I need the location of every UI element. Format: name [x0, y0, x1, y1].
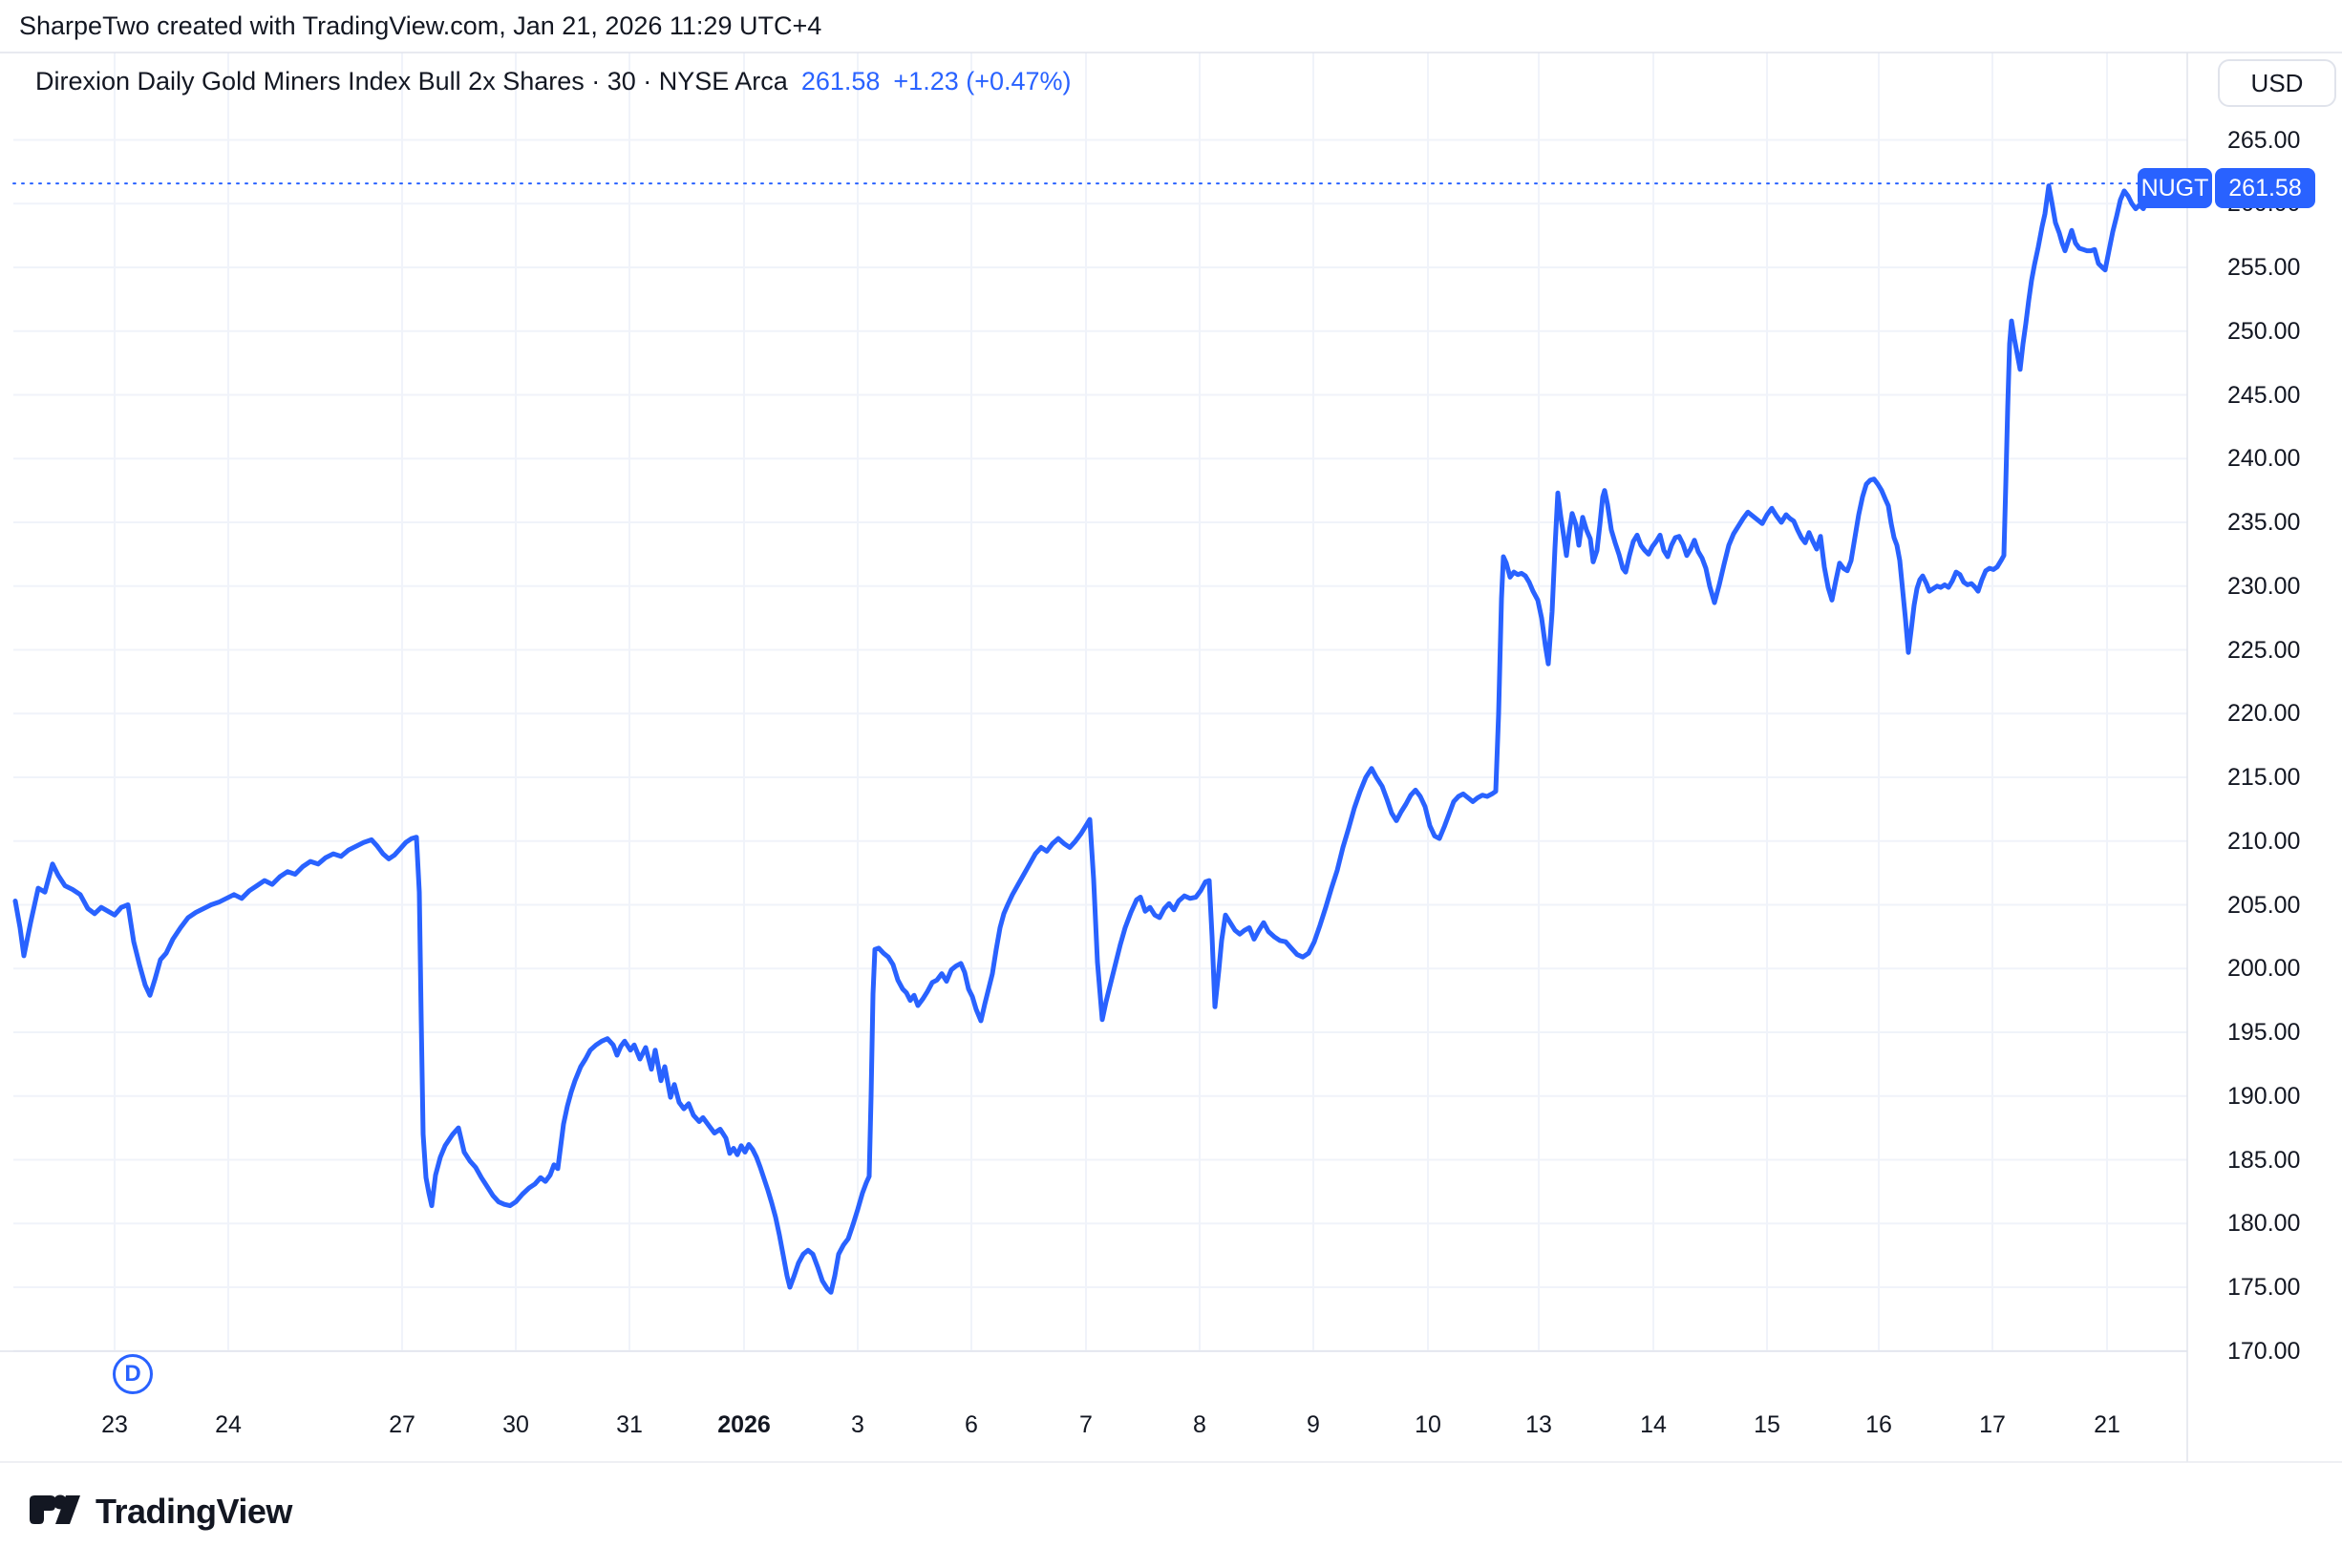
price-axis-label: 230.00 [2227, 572, 2301, 600]
price-axis-label: 225.00 [2227, 636, 2301, 664]
time-axis-label: 30 [502, 1411, 529, 1438]
time-axis-label: 23 [101, 1411, 128, 1438]
time-axis-label: 2026 [717, 1411, 771, 1438]
time-axis-label: 7 [1079, 1411, 1093, 1438]
time-axis-label: 8 [1193, 1411, 1206, 1438]
time-axis-label: 3 [851, 1411, 864, 1438]
price-axis-label: 235.00 [2227, 509, 2301, 536]
price-axis-label: 170.00 [2227, 1337, 2301, 1365]
tradingview-logo-icon [29, 1494, 82, 1530]
price-axis-label: 240.00 [2227, 445, 2301, 473]
currency-button[interactable]: USD [2218, 59, 2336, 107]
price-axis-label: 180.00 [2227, 1210, 2301, 1238]
price-axis-label: 220.00 [2227, 700, 2301, 728]
price-axis-label: 185.00 [2227, 1146, 2301, 1174]
price-axis-label: 200.00 [2227, 955, 2301, 983]
price-axis-label: 255.00 [2227, 254, 2301, 281]
price-axis-label: 190.00 [2227, 1082, 2301, 1110]
interval-button[interactable]: D [113, 1354, 153, 1394]
price-axis-label: 175.00 [2227, 1274, 2301, 1301]
time-axis-label: 13 [1525, 1411, 1552, 1438]
time-axis-label: 21 [2094, 1411, 2120, 1438]
time-axis-label: 16 [1865, 1411, 1892, 1438]
time-axis-label: 10 [1415, 1411, 1441, 1438]
symbol-price-label-value: 261.58 [2215, 168, 2315, 208]
attribution-text: SharpeTwo created with TradingView.com, … [19, 11, 822, 40]
time-axis-label: 17 [1979, 1411, 2006, 1438]
tradingview-logo[interactable]: TradingView [29, 1492, 292, 1532]
price-change: +1.23 (+0.47%) [893, 67, 1072, 95]
time-axis-label: 27 [389, 1411, 415, 1438]
time-axis-label: 31 [616, 1411, 643, 1438]
price-axis-label: 265.00 [2227, 126, 2301, 154]
price-axis-label: 205.00 [2227, 891, 2301, 919]
price-axis-label: 250.00 [2227, 317, 2301, 345]
symbol-title: Direxion Daily Gold Miners Index Bull 2x… [35, 67, 788, 95]
price-line-series [12, 180, 2163, 1295]
symbol-price-label-ticker: NUGT [2138, 168, 2212, 208]
chart-legend: Direxion Daily Gold Miners Index Bull 2x… [35, 67, 1072, 96]
time-axis-label: 24 [215, 1411, 242, 1438]
price-axis-label: 215.00 [2227, 764, 2301, 791]
last-price: 261.58 [800, 67, 881, 95]
time-axis-label: 15 [1754, 1411, 1780, 1438]
tradingview-logo-text: TradingView [96, 1492, 292, 1531]
price-axis-label: 245.00 [2227, 381, 2301, 409]
time-axis-label: 6 [965, 1411, 978, 1438]
price-axis-label: 195.00 [2227, 1019, 2301, 1046]
time-axis-label: 9 [1307, 1411, 1320, 1438]
time-axis-label: 14 [1640, 1411, 1667, 1438]
price-axis-label: 210.00 [2227, 827, 2301, 855]
